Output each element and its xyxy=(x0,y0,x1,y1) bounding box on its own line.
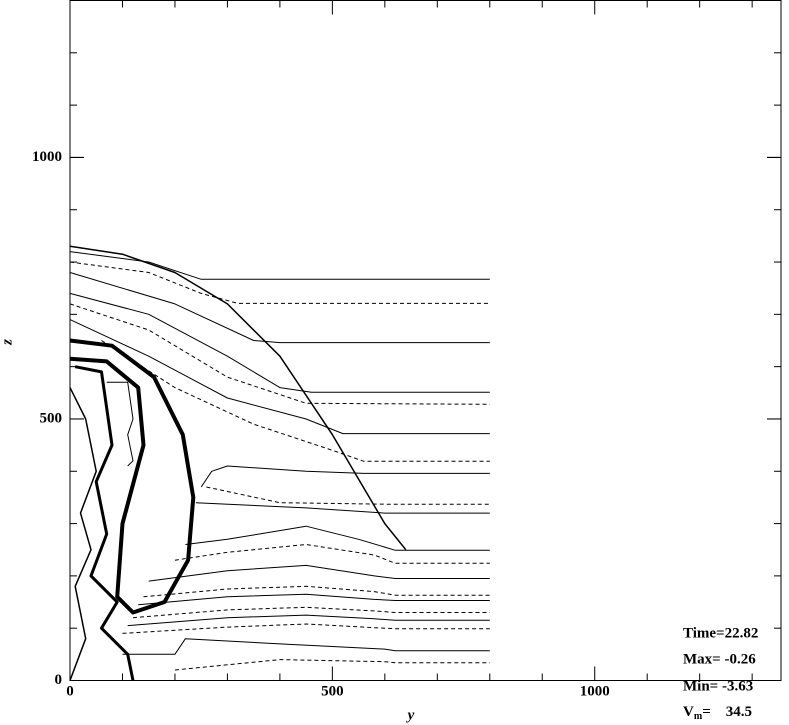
contour-line xyxy=(69,387,97,681)
contour-line xyxy=(206,486,490,505)
contour-line xyxy=(69,261,490,304)
contour-line xyxy=(106,381,134,467)
vmax-value: = 34.5 xyxy=(702,704,752,720)
contour-line xyxy=(174,544,490,564)
y-tick-label: 500 xyxy=(40,410,63,426)
contour-line xyxy=(69,303,490,405)
x-tick-label: 500 xyxy=(321,683,344,699)
contour-line xyxy=(122,623,490,634)
contour-line xyxy=(174,659,490,671)
contour-line xyxy=(69,292,490,393)
annotation: Time=22.82 xyxy=(683,625,758,641)
contour-line xyxy=(122,638,490,655)
contour-line xyxy=(69,245,407,551)
contour-line xyxy=(148,564,490,582)
annotation: Max= -0.26 xyxy=(683,651,756,667)
y-tick-label: 1000 xyxy=(32,149,62,165)
contour-line xyxy=(185,525,490,551)
contour-line xyxy=(143,585,490,598)
contour-line xyxy=(69,251,490,280)
contour-line xyxy=(138,593,490,606)
contour-line xyxy=(74,365,135,681)
x-axis-label: y xyxy=(406,707,415,723)
vmax-symbol: V xyxy=(683,704,694,720)
contour-line xyxy=(69,319,490,435)
contour-line xyxy=(69,272,490,344)
y-tick-label: 0 xyxy=(55,672,63,688)
annotations: Time=22.82 Max= -0.26 Min= -3.63 Vm= 34.… xyxy=(683,625,758,722)
contour-line xyxy=(127,614,490,627)
annotation: Min= -3.63 xyxy=(683,678,753,694)
y-axis-label: z xyxy=(0,339,15,346)
contour-line xyxy=(200,465,490,488)
vmax-subscript: m xyxy=(694,711,703,722)
x-tick-label: 0 xyxy=(66,683,74,699)
contour-line xyxy=(132,606,490,619)
annotation: Vm= 34.5 xyxy=(683,704,752,722)
x-tick-label: 1000 xyxy=(580,683,610,699)
contour-line xyxy=(195,502,490,514)
contour-line xyxy=(101,340,490,462)
contour-line xyxy=(69,338,196,615)
